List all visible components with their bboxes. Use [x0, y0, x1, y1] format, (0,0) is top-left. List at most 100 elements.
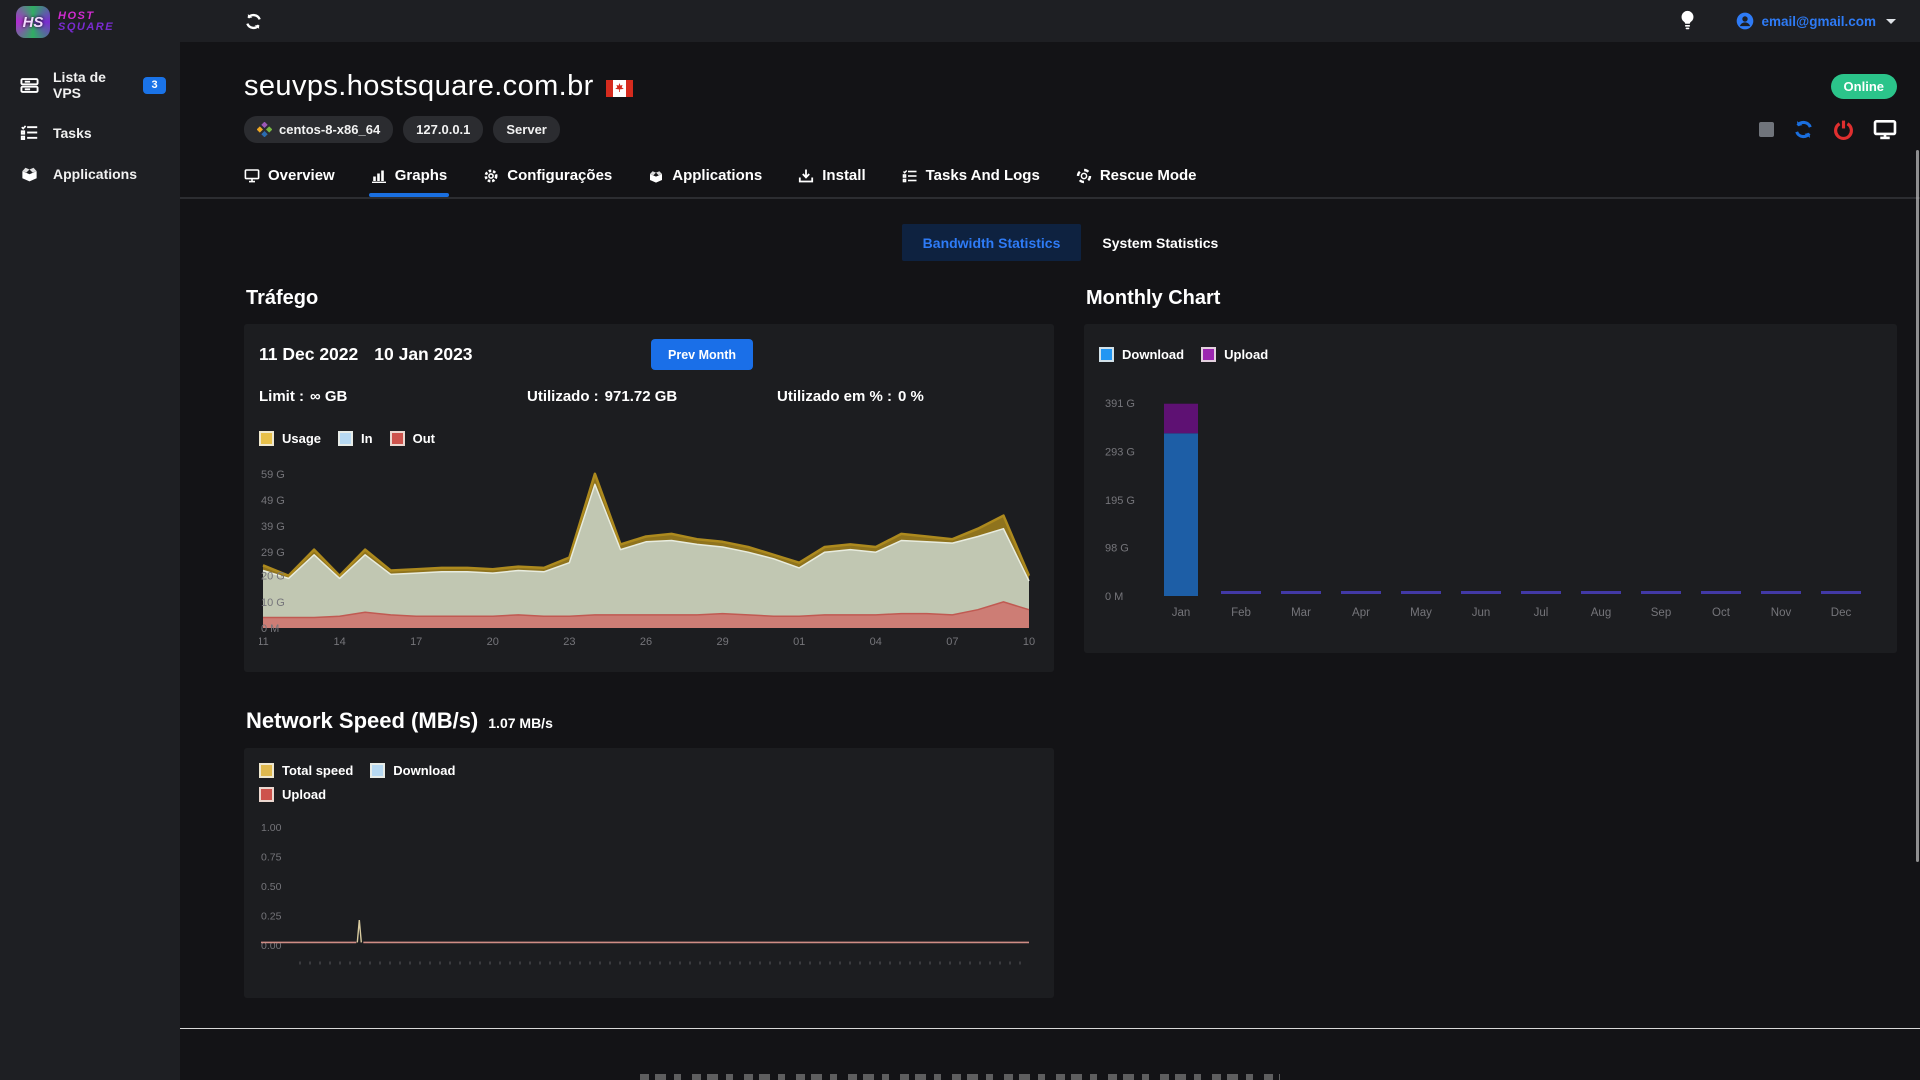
- svg-text:59 G: 59 G: [261, 469, 285, 481]
- task-list-icon: [20, 123, 39, 142]
- svg-text:Jan: Jan: [1172, 607, 1191, 619]
- user-menu[interactable]: email@gmail.com: [1736, 12, 1896, 30]
- chevron-down-icon: [1886, 19, 1896, 24]
- download-swatch: [1099, 347, 1114, 362]
- out-swatch: [390, 431, 405, 446]
- canada-flag-icon: [606, 80, 633, 97]
- svg-text:10 G: 10 G: [261, 597, 285, 609]
- scrollbar-thumb[interactable]: [1916, 150, 1919, 862]
- svg-text:39 G: 39 G: [261, 521, 285, 533]
- usage-swatch: [259, 431, 274, 446]
- svg-text:20: 20: [487, 636, 499, 648]
- svg-text:0.50: 0.50: [261, 881, 282, 893]
- traffic-legend: Usage In Out: [259, 431, 1039, 446]
- svg-text:May: May: [1410, 607, 1432, 619]
- main-content: seuvps.hostsquare.com.br Online centos-8…: [180, 42, 1920, 1080]
- tab-overview[interactable]: Overview: [244, 167, 335, 197]
- svg-text:0 M: 0 M: [1105, 591, 1123, 603]
- ip-tag: 127.0.0.1: [403, 116, 483, 143]
- network-current-speed: 1.07 MB/s: [488, 715, 553, 731]
- svg-text:Mar: Mar: [1291, 607, 1311, 619]
- svg-text:17: 17: [410, 636, 422, 648]
- svg-text:49 G: 49 G: [261, 495, 285, 507]
- user-email: email@gmail.com: [1762, 14, 1876, 29]
- tab-tasks-logs[interactable]: Tasks And Logs: [902, 167, 1040, 197]
- overview-icon: [244, 168, 260, 184]
- svg-text:0.75: 0.75: [261, 851, 282, 863]
- upload-speed-swatch: [259, 787, 274, 802]
- used-stat: Utilizado : 971.72 GB: [527, 388, 777, 405]
- legend-in[interactable]: In: [338, 431, 373, 446]
- right-column: Monthly Chart Download Upload 391 G293 G…: [1084, 287, 1897, 653]
- brand-monogram-icon: HS: [16, 6, 50, 38]
- legend-upload-speed[interactable]: Upload: [259, 787, 326, 802]
- tab-graphs[interactable]: Graphs: [371, 167, 448, 197]
- sidebar-item-label: Lista de VPS: [53, 69, 129, 101]
- sidebar-item-vps-list[interactable]: Lista de VPS 3: [0, 58, 180, 112]
- svg-text:Aug: Aug: [1591, 607, 1611, 619]
- refresh-button[interactable]: [244, 12, 263, 31]
- download-speed-swatch: [370, 763, 385, 778]
- network-legend: Total speed Download Upload: [259, 763, 1039, 802]
- traffic-stats: Limit : ∞ GB Utilizado : 971.72 GB Utili…: [259, 388, 1039, 405]
- power-icon: [1833, 119, 1854, 140]
- tab-bar: Overview Graphs Configurações Applicatio…: [244, 167, 1897, 197]
- svg-text:293 G: 293 G: [1105, 447, 1135, 459]
- svg-text:0.25: 0.25: [261, 910, 282, 922]
- upload-swatch: [1201, 347, 1216, 362]
- footer-text-clipped: [640, 1074, 1280, 1080]
- status-badge: Online: [1831, 74, 1897, 99]
- legend-download[interactable]: Download: [1099, 347, 1184, 362]
- brand-logo[interactable]: HS HOST SQUARE: [0, 0, 180, 44]
- svg-text:Feb: Feb: [1231, 607, 1251, 619]
- system-statistics-button[interactable]: System Statistics: [1081, 224, 1239, 261]
- sidebar-nav: Lista de VPS 3 Tasks Applications: [0, 58, 180, 194]
- restart-button[interactable]: [1793, 119, 1814, 140]
- date-range: 11 Dec 2022 10 Jan 2023: [259, 344, 651, 365]
- limit-stat: Limit : ∞ GB: [259, 388, 527, 405]
- svg-text:98 G: 98 G: [1105, 543, 1129, 555]
- refresh-icon: [244, 12, 263, 31]
- tab-settings[interactable]: Configurações: [483, 167, 612, 197]
- svg-text:Nov: Nov: [1771, 607, 1792, 619]
- svg-text:26: 26: [640, 636, 652, 648]
- sidebar-item-tasks[interactable]: Tasks: [0, 112, 180, 153]
- prev-month-button[interactable]: Prev Month: [651, 339, 753, 370]
- network-card: Total speed Download Upload: [244, 748, 1054, 998]
- legend-usage[interactable]: Usage: [259, 431, 321, 446]
- restart-icon: [1793, 119, 1814, 140]
- svg-text:195 G: 195 G: [1105, 495, 1135, 507]
- svg-text:01: 01: [793, 636, 805, 648]
- left-column: Tráfego 11 Dec 2022 10 Jan 2023 Prev Mon…: [244, 287, 1054, 998]
- bandwidth-statistics-button[interactable]: Bandwidth Statistics: [902, 224, 1082, 261]
- svg-text:11: 11: [259, 636, 269, 648]
- svg-text:29 G: 29 G: [261, 547, 285, 559]
- monthly-legend: Download Upload: [1099, 347, 1882, 362]
- in-swatch: [338, 431, 353, 446]
- type-tag: Server: [493, 116, 559, 143]
- sidebar-item-applications[interactable]: Applications: [0, 153, 180, 194]
- statistics-toggle-group: Bandwidth Statistics System Statistics: [244, 224, 1897, 261]
- legend-total-speed[interactable]: Total speed: [259, 763, 353, 778]
- svg-text:29: 29: [716, 636, 728, 648]
- tab-install[interactable]: Install: [798, 167, 865, 197]
- svg-text:23: 23: [563, 636, 575, 648]
- network-speed-chart: 1.000.750.500.250.00: [259, 806, 1037, 978]
- gear-icon: [483, 168, 499, 184]
- tab-rescue-mode[interactable]: Rescue Mode: [1076, 167, 1197, 197]
- network-heading: Network Speed (MB/s): [246, 708, 478, 734]
- tab-applications[interactable]: Applications: [648, 167, 762, 197]
- theme-toggle-button[interactable]: [1679, 10, 1696, 32]
- stop-button[interactable]: [1759, 122, 1774, 137]
- svg-text:Oct: Oct: [1712, 607, 1731, 619]
- date-to: 10 Jan 2023: [374, 344, 472, 365]
- total-speed-swatch: [259, 763, 274, 778]
- traffic-card: 11 Dec 2022 10 Jan 2023 Prev Month Limit…: [244, 324, 1054, 672]
- console-button[interactable]: [1873, 119, 1897, 140]
- legend-download-speed[interactable]: Download: [370, 763, 455, 778]
- legend-upload[interactable]: Upload: [1201, 347, 1268, 362]
- svg-text:20 G: 20 G: [261, 571, 285, 583]
- legend-out[interactable]: Out: [390, 431, 435, 446]
- power-button[interactable]: [1833, 119, 1854, 140]
- life-ring-icon: [1076, 168, 1092, 184]
